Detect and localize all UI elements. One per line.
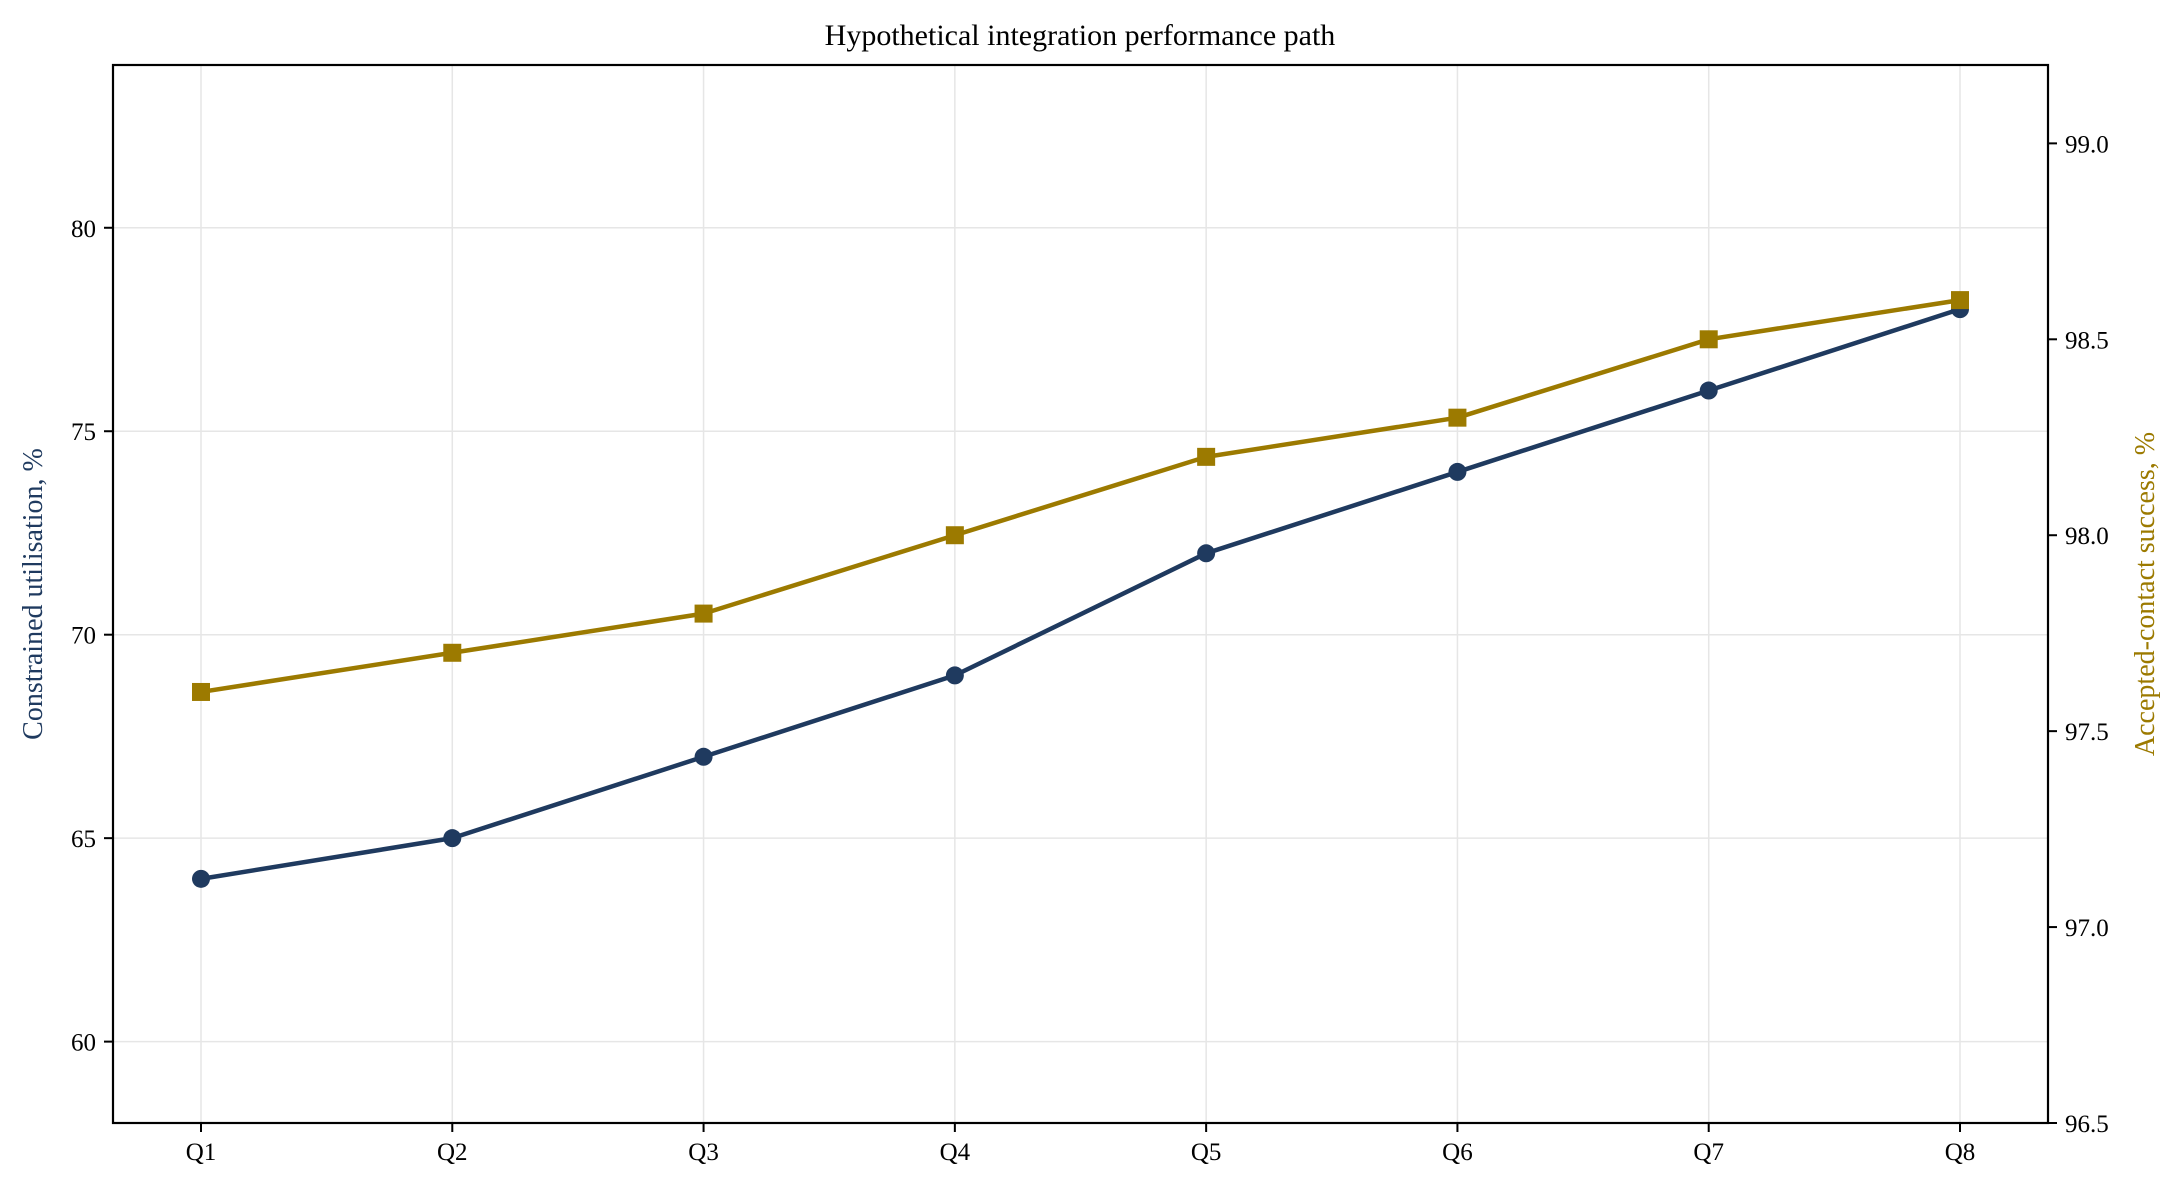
data-point-right (694, 604, 713, 623)
chart-title: Hypothetical integration performance pat… (825, 19, 1336, 52)
right-y-tick-label: 99.0 (2065, 131, 2109, 158)
data-point-left (1448, 462, 1467, 481)
data-point-left (1699, 381, 1718, 400)
data-point-left (694, 747, 713, 766)
series-layer (192, 291, 1969, 888)
right-axis-title: Accepted-contact success, % (2130, 432, 2161, 756)
series-line-left (198, 306, 1963, 882)
right-y-tick-label: 97.0 (2065, 915, 2109, 942)
left-y-tick-label: 75 (71, 419, 96, 446)
data-point-right (192, 682, 210, 701)
right-y-tick-label: 98.0 (2065, 523, 2109, 550)
data-point-left (945, 666, 964, 685)
left-axis-title: Constrained utilisation, % (18, 448, 49, 740)
data-point-left (1197, 544, 1216, 563)
data-point-right (1699, 330, 1718, 349)
x-tick-label: Q1 (186, 1139, 217, 1166)
x-tick-label: Q2 (437, 1139, 468, 1166)
right-y-tick-label: 98.5 (2065, 327, 2109, 354)
data-point-right (1951, 291, 1969, 310)
axes: Q1 Q2 Q3 Q4 Q5 Q6 Q7 Q8 60 65 70 75 80 96.5 97.0 97.5 98… (71, 131, 2109, 1166)
data-point-right (443, 643, 462, 662)
left-y-tick-label: 70 (71, 623, 96, 650)
left-y-tick-label: 65 (71, 826, 96, 853)
data-point-left (192, 869, 210, 888)
series-line-right (198, 297, 1963, 695)
x-tick-label: Q4 (940, 1139, 971, 1166)
plot-frame (111, 63, 2050, 1125)
data-point-right (1197, 447, 1216, 466)
right-y-tick-label: 96.5 (2065, 1111, 2109, 1138)
x-tick-label: Q8 (1945, 1139, 1976, 1166)
right-y-tick-label: 97.5 (2065, 719, 2109, 746)
x-tick-label: Q6 (1442, 1139, 1473, 1166)
x-tick-label: Q7 (1693, 1139, 1724, 1166)
x-tick-label: Q3 (688, 1139, 719, 1166)
data-point-left (443, 829, 462, 848)
left-y-tick-label: 60 (71, 1030, 96, 1057)
left-y-tick-label: 80 (71, 216, 96, 243)
data-point-right (945, 526, 964, 545)
grid (113, 65, 2048, 1123)
x-tick-label: Q5 (1191, 1139, 1222, 1166)
data-point-right (1448, 408, 1467, 427)
